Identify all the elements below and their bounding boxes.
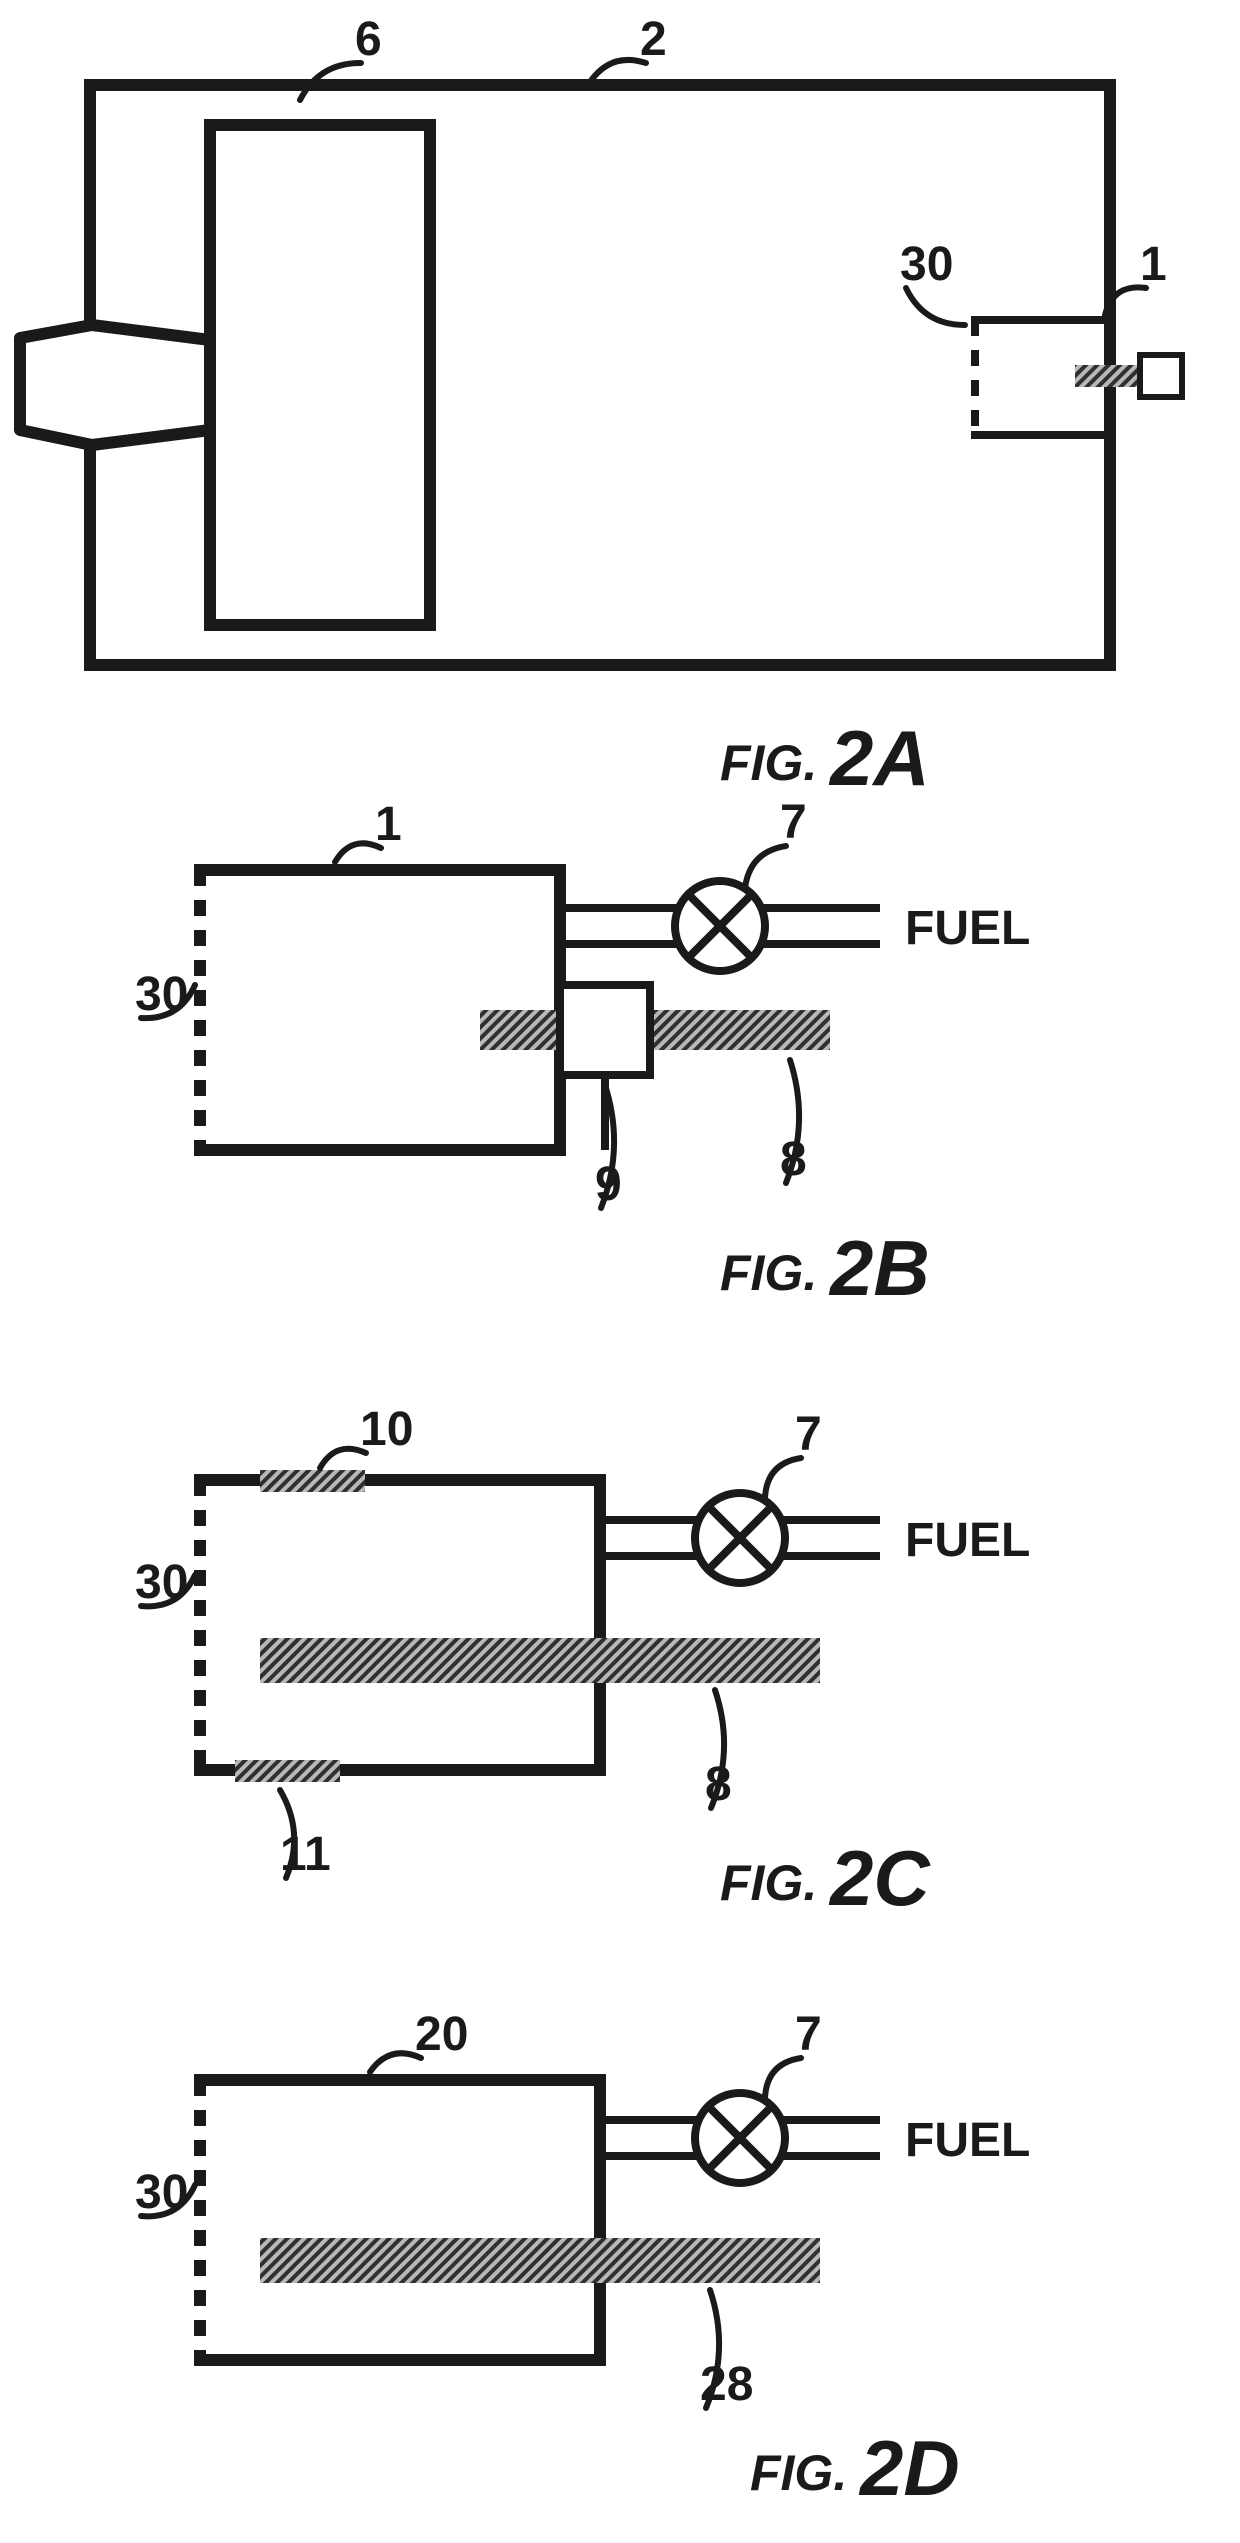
figure-caption: FIG.2D <box>750 2424 960 2512</box>
leader <box>590 60 646 82</box>
svg-text:FIG.: FIG. <box>750 2445 847 2501</box>
fuel-label: FUEL <box>905 2114 1030 2167</box>
ref-label-30: 30 <box>135 1556 188 1609</box>
engine-block <box>210 125 430 625</box>
svg-text:FIG.: FIG. <box>720 735 817 791</box>
ref-label-30: 30 <box>900 238 953 291</box>
hatched-bar <box>260 1638 820 1683</box>
fuel-label: FUEL <box>905 1514 1030 1567</box>
ref-label-7: 7 <box>780 796 807 849</box>
shaft <box>20 325 210 445</box>
figure-2A <box>20 85 1110 665</box>
figure-caption: FIG.2C <box>720 1834 931 1922</box>
leader <box>335 843 381 862</box>
hatched-bar <box>260 2238 820 2283</box>
svg-text:2B: 2B <box>828 1224 930 1312</box>
svg-text:FIG.: FIG. <box>720 1855 817 1911</box>
leader <box>765 1458 801 1498</box>
svg-text:2A: 2A <box>828 714 930 802</box>
hatched-bar <box>480 1010 830 1050</box>
ref-label-20: 20 <box>415 2008 468 2061</box>
fuel-label: FUEL <box>905 902 1030 955</box>
ref-label-6: 6 <box>355 13 382 66</box>
leader <box>765 2058 801 2098</box>
hatched-bar <box>235 1760 340 1782</box>
ref-label-30: 30 <box>135 2166 188 2219</box>
svg-text:FIG.: FIG. <box>720 1245 817 1301</box>
ref-label-10: 10 <box>360 1403 413 1456</box>
hatched-bar <box>260 1470 365 1492</box>
ref-label-7: 7 <box>795 2008 822 2061</box>
leader <box>370 2053 421 2072</box>
ref-label-1: 1 <box>1140 238 1167 291</box>
ref-label-1: 1 <box>375 798 402 851</box>
ref-label-2: 2 <box>640 13 667 66</box>
figure-caption: FIG.2B <box>720 1224 930 1312</box>
leader <box>320 1449 366 1468</box>
svg-text:2D: 2D <box>858 2424 960 2512</box>
figure-caption: FIG.2A <box>720 714 930 802</box>
ref-label-7: 7 <box>795 1408 822 1461</box>
leader <box>745 846 786 888</box>
svg-text:2C: 2C <box>828 1834 931 1922</box>
